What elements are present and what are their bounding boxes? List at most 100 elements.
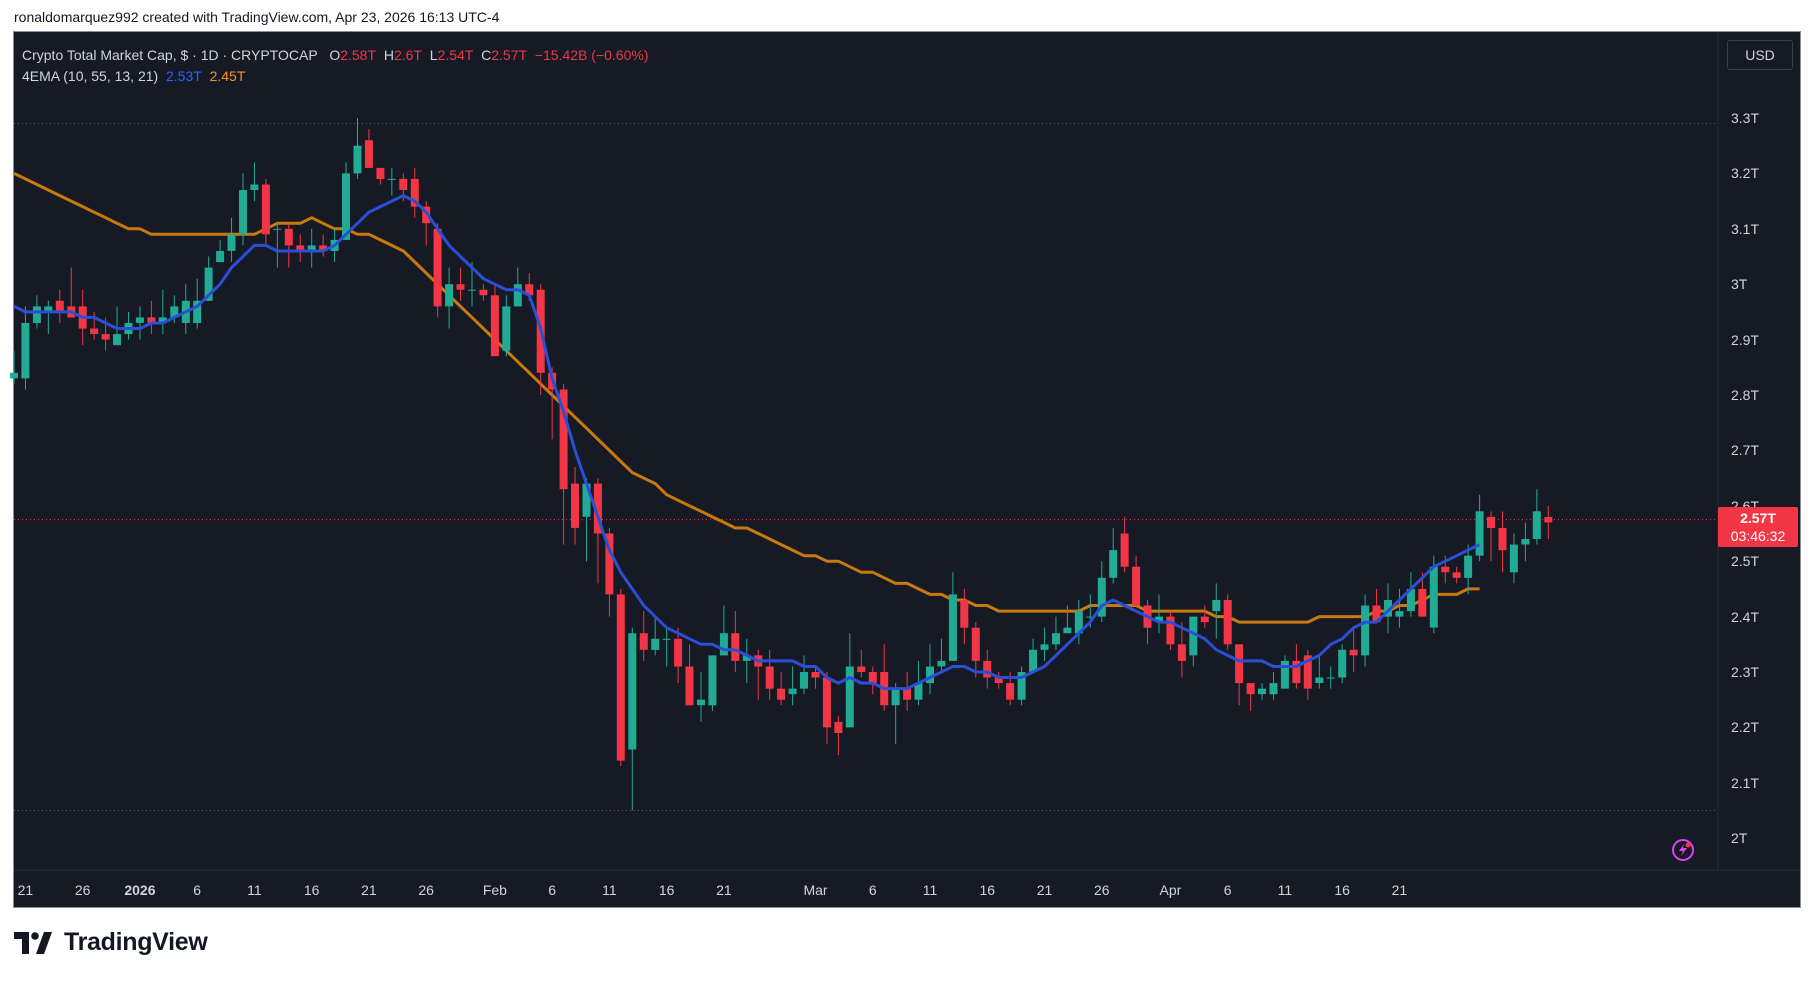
candle-body: [1074, 611, 1083, 634]
candle-body: [387, 178, 396, 180]
candle-body: [135, 317, 144, 323]
candle-body: [731, 633, 740, 661]
candle-body: [273, 228, 282, 230]
candle-body: [1212, 600, 1221, 612]
time-tick-label: 16: [303, 882, 320, 898]
candle-body: [1429, 566, 1438, 628]
candle-body: [204, 267, 213, 301]
candle-body: [55, 300, 64, 312]
candle-body: [1326, 677, 1335, 679]
ema-fast-value: 2.53T: [165, 68, 202, 84]
candle-body: [319, 245, 328, 251]
candle-body: [674, 638, 683, 667]
candle-body: [719, 633, 728, 656]
candle-body: [239, 190, 247, 235]
candle-body: [685, 666, 694, 706]
candle-body: [445, 284, 454, 307]
candle-body: [296, 245, 305, 251]
time-tick-label: 26: [1093, 882, 1110, 898]
candle-body: [697, 699, 705, 706]
time-tick-label: Apr: [1159, 882, 1182, 898]
candle-body: [1258, 688, 1266, 695]
candle-body: [147, 317, 156, 323]
candle-body: [307, 245, 316, 251]
candle-body: [983, 660, 992, 678]
price-tick-label: 2.8T: [1731, 387, 1760, 403]
price-tick-label: 2.4T: [1731, 608, 1760, 625]
price-tick-label: 2.1T: [1731, 774, 1760, 791]
candle-body: [891, 688, 900, 706]
candle-body: [845, 666, 854, 728]
candle-body: [1292, 660, 1301, 684]
candle-body: [1280, 660, 1289, 689]
candle-body: [364, 140, 373, 168]
candle-body: [834, 721, 843, 733]
indicator-name[interactable]: 4EMA (10, 55, 13, 21): [22, 68, 159, 84]
legend-open-label: O: [329, 47, 341, 63]
candle-body: [1406, 588, 1415, 612]
candle-body: [250, 184, 259, 190]
candle-body: [1303, 655, 1312, 689]
candle-body: [1544, 516, 1553, 523]
lightning-icon[interactable]: [1672, 839, 1694, 861]
candle-body: [1498, 528, 1507, 551]
bar-countdown: 03:46:32: [1730, 528, 1786, 544]
legend-symbol[interactable]: Crypto Total Market Cap, $ · 1D · CRYPTO…: [22, 47, 318, 63]
legend-indicator-row[interactable]: 4EMA (10, 55, 13, 21) 2.53T 2.45T: [22, 66, 648, 87]
candle-body: [582, 483, 591, 517]
candle-body: [948, 594, 957, 661]
candle-body: [1532, 511, 1541, 539]
candle-body: [1166, 616, 1175, 645]
legend-high-label: H: [383, 47, 394, 63]
candle-body: [1475, 511, 1484, 556]
candle-body: [559, 389, 568, 490]
currency-button[interactable]: USD: [1727, 40, 1793, 70]
candle-body: [10, 372, 18, 379]
candle-body: [193, 300, 202, 323]
candle-body: [32, 306, 41, 323]
ema-slow-value: 2.45T: [209, 68, 246, 84]
legend-close-value: 2.57T: [491, 47, 528, 63]
candle-body: [410, 178, 419, 207]
price-tick-label: 2.7T: [1731, 442, 1760, 459]
price-tick-label: 3.1T: [1731, 220, 1760, 237]
time-tick-label: 16: [979, 882, 996, 898]
ema-fast-line: [13, 194, 1481, 691]
candle-body: [525, 284, 534, 296]
time-tick-label: 6: [548, 882, 557, 898]
candle-body: [616, 594, 625, 761]
candle-body: [1086, 616, 1095, 618]
candle-body: [1509, 544, 1518, 573]
time-tick-label: 6: [1223, 882, 1232, 898]
chart-pane[interactable]: [13, 31, 1801, 908]
candle-body: [468, 289, 476, 291]
candle-body: [651, 638, 660, 650]
price-tick-label: 2.5T: [1731, 553, 1760, 570]
candle-body: [822, 677, 831, 728]
tradingview-logo[interactable]: TradingView: [14, 928, 208, 957]
legend-open-value: 2.58T: [340, 47, 377, 63]
legend-low-value: 2.54T: [437, 47, 474, 63]
candle-body: [1372, 605, 1381, 623]
candle-body: [261, 184, 270, 235]
chart-legend: Crypto Total Market Cap, $ · 1D · CRYPTO…: [22, 45, 648, 87]
last-price: 2.57T: [1740, 510, 1776, 526]
candle-body: [513, 284, 522, 307]
candle-body: [90, 328, 99, 334]
candle-body: [903, 688, 912, 700]
candle-body: [971, 627, 980, 661]
price-tick-label: 3.3T: [1731, 110, 1760, 126]
candle-body: [628, 633, 637, 750]
candle-body: [422, 206, 431, 224]
candle-body: [1200, 616, 1209, 623]
candle-body: [1361, 605, 1370, 656]
candle-body: [376, 167, 385, 179]
time-tick-label: 21: [1391, 882, 1408, 898]
time-tick-label: 21: [17, 882, 34, 898]
candle-body: [742, 655, 751, 661]
candle-body: [777, 688, 786, 700]
created-by-text: ronaldomarquez992 created with TradingVi…: [14, 9, 500, 25]
time-tick-label: 11: [1277, 882, 1293, 898]
candle-body: [1177, 644, 1186, 661]
